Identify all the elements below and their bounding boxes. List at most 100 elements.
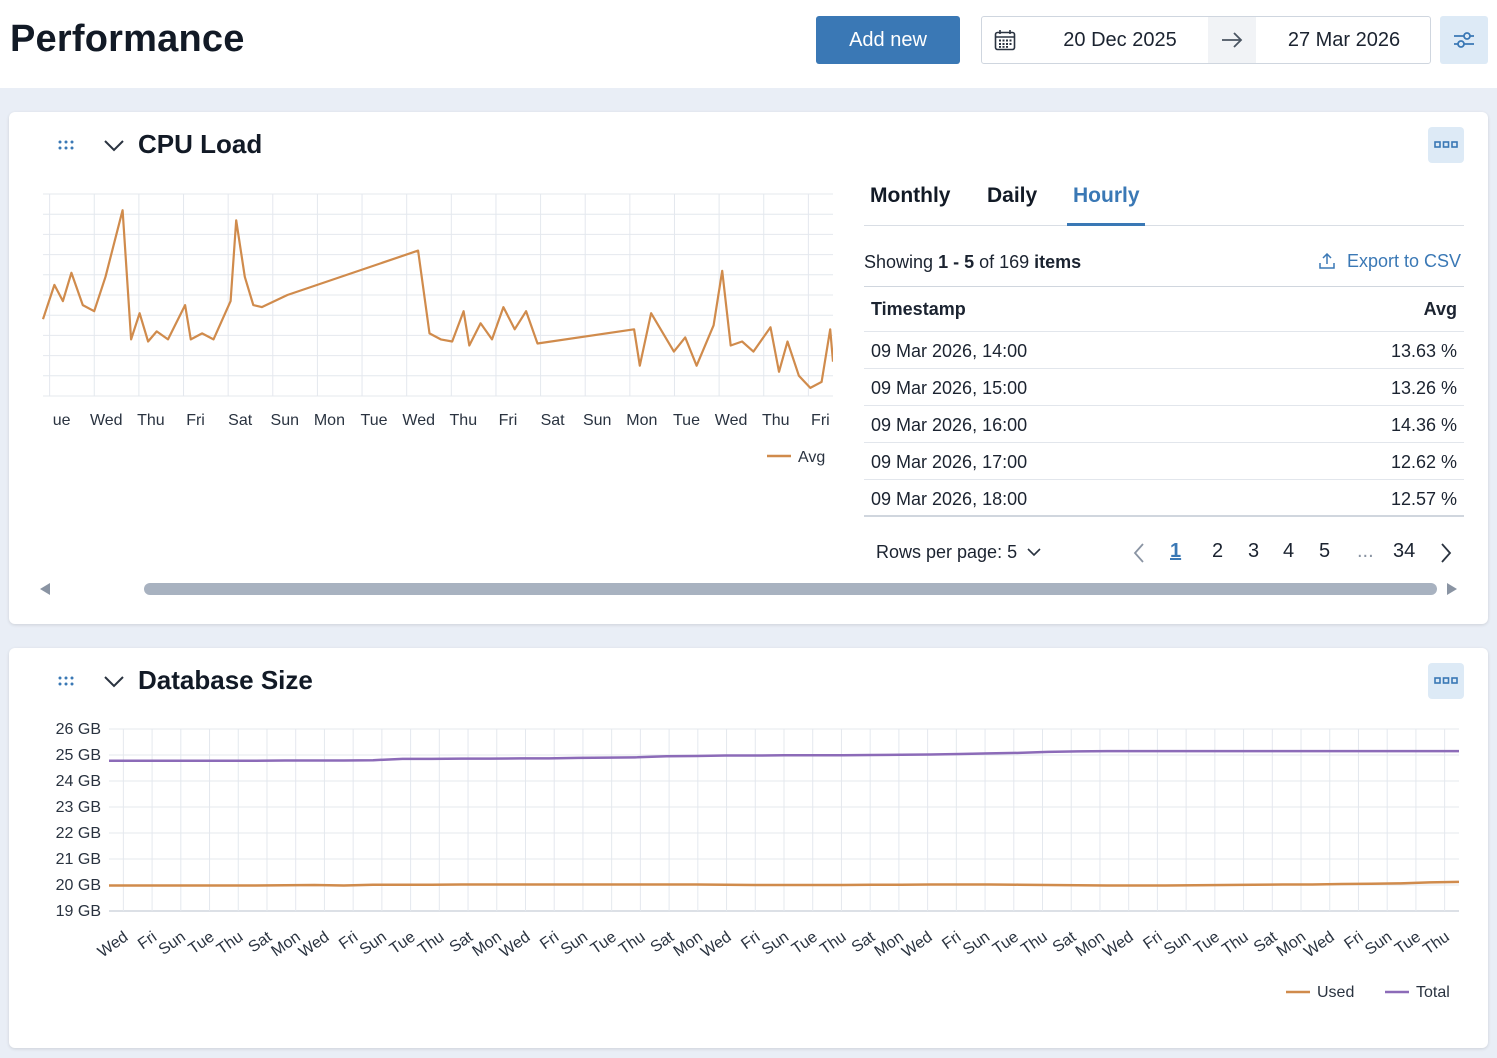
scroll-left-arrow-icon[interactable] — [39, 583, 51, 595]
more-options-button[interactable] — [1428, 127, 1464, 163]
x-tick-label: Tue — [387, 928, 419, 957]
end-date-field[interactable]: 27 Mar 2026 — [1287, 29, 1401, 51]
x-tick-label: Sun — [960, 929, 993, 959]
legend-used-label: Used — [1317, 984, 1354, 1001]
cell-timestamp: 09 Mar 2026, 16:00 — [871, 415, 1028, 435]
cpu-card-title: CPU Load — [138, 129, 263, 159]
x-tick-label: Sat — [648, 928, 678, 956]
calendar-icon[interactable] — [994, 29, 1016, 51]
y-tick-label: 19 GB — [56, 903, 101, 920]
x-tick-label: Sun — [583, 412, 611, 429]
x-tick-label: Sun — [1161, 929, 1194, 959]
x-tick-label: Sat — [541, 412, 566, 429]
tab-monthly[interactable]: Monthly — [870, 184, 951, 207]
page-1-button[interactable]: 1 — [1170, 540, 1182, 562]
x-tick-label: Mon — [626, 412, 657, 429]
tab-hourly[interactable]: Hourly — [1073, 184, 1140, 207]
x-tick-label: Wed — [698, 929, 734, 962]
chevron-right-icon[interactable] — [1440, 543, 1452, 563]
x-tick-label: Sun — [271, 412, 299, 429]
x-tick-label: Thu — [1018, 929, 1050, 959]
x-tick-label: Tue — [789, 928, 821, 957]
cell-avg: 12.62 % — [1390, 452, 1457, 472]
x-tick-label: Tue — [588, 928, 620, 957]
y-tick-label: 25 GB — [56, 747, 101, 764]
export-csv-link[interactable]: Export to CSV — [1319, 251, 1461, 272]
x-tick-label: Tue — [1392, 928, 1424, 957]
x-tick-label: Wed — [899, 929, 935, 962]
showing-summary: Showing 1 - 5 of 169 items — [864, 252, 1081, 273]
y-tick-label: 26 GB — [56, 721, 101, 738]
start-date-field[interactable]: 20 Dec 2025 — [1063, 29, 1177, 51]
upload-icon — [1319, 252, 1335, 269]
x-tick-label: Tue — [990, 928, 1022, 957]
showing-prefix: Showing — [864, 252, 934, 272]
x-tick-label: Sat — [246, 928, 276, 956]
x-tick-label: Fri — [499, 412, 518, 429]
x-tick-label: Fri — [1140, 929, 1165, 954]
more-options-button[interactable] — [1428, 663, 1464, 699]
horizontal-scrollbar[interactable] — [35, 580, 1465, 598]
legend-total-label: Total — [1416, 984, 1450, 1001]
x-tick-label: Thu — [616, 929, 648, 959]
showing-range: 1 - 5 — [938, 252, 975, 272]
table-header-row: Timestamp Avg — [864, 287, 1464, 332]
filter-settings-button[interactable] — [1440, 16, 1488, 64]
chevron-left-icon[interactable] — [1133, 543, 1145, 563]
x-tick-label: Wed — [90, 412, 123, 429]
tab-daily[interactable]: Daily — [987, 184, 1038, 207]
x-tick-label: Sat — [849, 928, 879, 956]
column-header-timestamp[interactable]: Timestamp — [871, 299, 966, 319]
scrollbar-thumb[interactable] — [144, 583, 1437, 595]
add-new-button[interactable]: Add new — [816, 16, 960, 64]
scroll-right-arrow-icon[interactable] — [1446, 583, 1458, 595]
table-row: 09 Mar 2026, 18:00 12.57 % — [864, 480, 1464, 517]
cell-avg: 13.26 % — [1390, 378, 1457, 398]
page-4-button[interactable]: 4 — [1283, 540, 1295, 562]
page-2-button[interactable]: 2 — [1212, 540, 1224, 562]
column-header-avg[interactable]: Avg — [1423, 299, 1457, 319]
db-series-used-line — [109, 880, 1460, 887]
aggregation-tabs: Monthly Daily Hourly — [864, 180, 1464, 226]
x-tick-label: Wed — [402, 412, 435, 429]
page-3-button[interactable]: 3 — [1248, 540, 1260, 562]
y-tick-label: 22 GB — [56, 825, 101, 842]
page-last-button[interactable]: 34 — [1393, 540, 1416, 562]
page-title: Performance — [10, 18, 245, 60]
export-csv-label: Export to CSV — [1347, 251, 1462, 271]
x-tick-label: Tue — [673, 412, 700, 429]
x-tick-label: Fri — [186, 412, 205, 429]
x-tick-label: Sun — [1362, 929, 1395, 959]
x-tick-label: Thu — [817, 929, 849, 959]
db-series-total-line — [109, 749, 1459, 762]
chevron-down-icon — [1027, 548, 1041, 557]
x-tick-label: Tue — [1191, 928, 1223, 957]
x-tick-label: Fri — [537, 929, 562, 954]
x-tick-label: Sun — [156, 929, 189, 959]
database-size-chart: 19 GB 20 GB 21 GB 22 GB 23 GB 24 GB 25 GB 26 GB… — [56, 721, 1460, 1001]
top-bar: Performance Add new 20 Dec 2025 27 Mar 2… — [0, 0, 1497, 88]
table-row: 09 Mar 2026, 15:00 13.26 % — [864, 369, 1464, 406]
chevron-down-icon[interactable] — [103, 672, 125, 690]
x-tick-label: Sat — [228, 412, 253, 429]
cell-avg: 13.63 % — [1390, 341, 1457, 361]
drag-handle-icon[interactable] — [57, 674, 77, 688]
x-tick-label: Thu — [1420, 929, 1452, 959]
x-tick-label: Wed — [1100, 929, 1136, 962]
x-tick-label: Wed — [296, 929, 332, 962]
date-range-picker[interactable]: 20 Dec 2025 27 Mar 2026 — [981, 16, 1431, 64]
x-tick-label: Wed — [95, 929, 131, 962]
cell-timestamp: 09 Mar 2026, 17:00 — [871, 452, 1028, 472]
table-row: 09 Mar 2026, 17:00 12.62 % — [864, 443, 1464, 480]
x-tick-label: Thu — [762, 412, 790, 429]
rows-per-page-select[interactable]: Rows per page: 5 — [876, 542, 1041, 563]
drag-handle-icon[interactable] — [57, 138, 77, 152]
page-5-button[interactable]: 5 — [1319, 540, 1331, 562]
x-tick-label: Fri — [811, 412, 830, 429]
table-row: 09 Mar 2026, 14:00 13.63 % — [864, 332, 1464, 369]
x-tick-label: Fri — [939, 929, 964, 954]
showing-suffix: items — [1034, 252, 1082, 272]
x-tick-label: Sat — [1050, 928, 1080, 956]
x-tick-label: Sat — [1251, 928, 1281, 956]
chevron-down-icon[interactable] — [103, 136, 125, 154]
